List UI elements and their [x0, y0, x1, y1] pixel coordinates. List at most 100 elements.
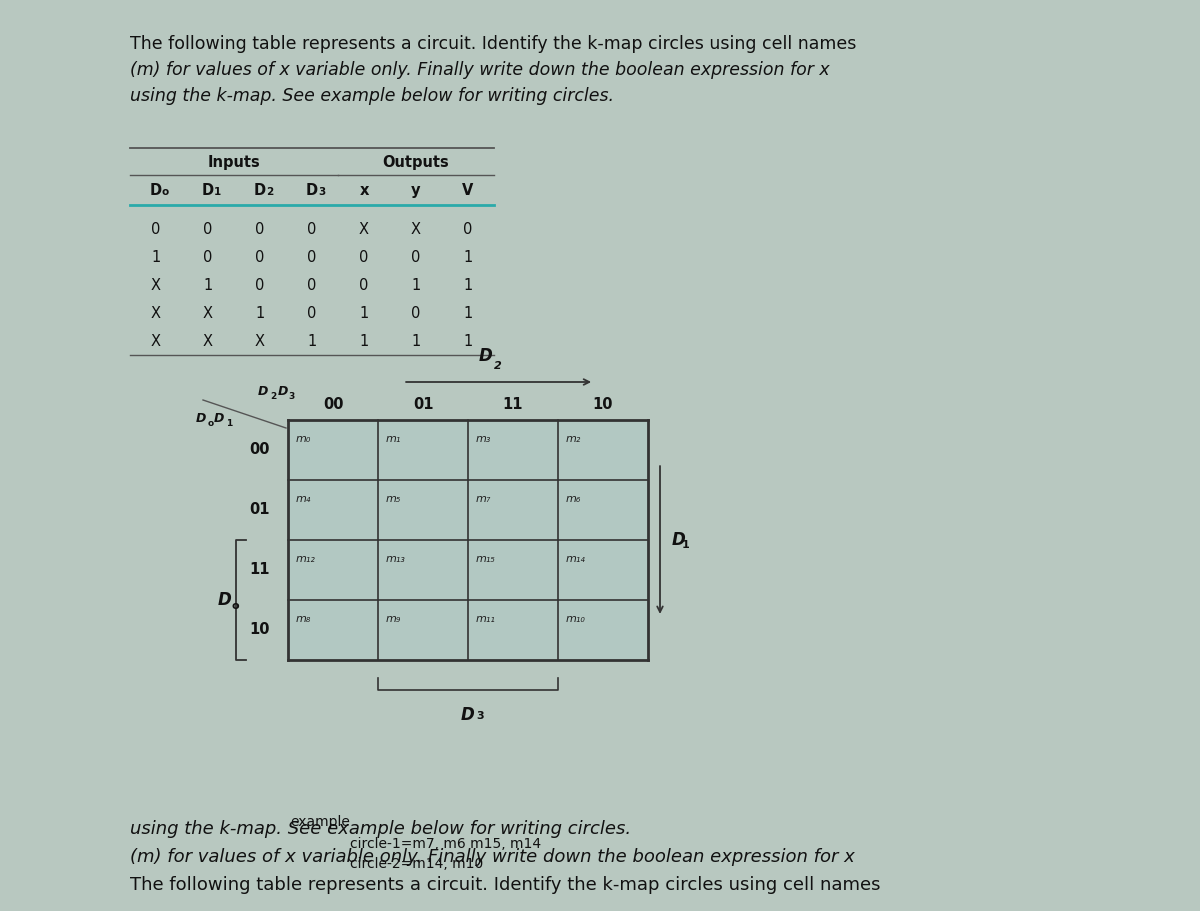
Text: D: D — [196, 412, 206, 425]
Text: 1: 1 — [151, 250, 161, 264]
Text: 0: 0 — [256, 250, 265, 264]
Text: (m) for values of x variable only. Finally write down the boolean expression for: (m) for values of x variable only. Final… — [130, 848, 854, 866]
Bar — [288, 420, 378, 480]
Text: 1: 1 — [307, 333, 317, 349]
Bar — [558, 420, 648, 480]
Text: 3: 3 — [288, 392, 294, 401]
Text: 0: 0 — [307, 221, 317, 237]
Text: 1: 1 — [463, 305, 473, 321]
Text: using the k-map. See example below for writing circles.: using the k-map. See example below for w… — [130, 820, 631, 838]
Text: o: o — [208, 419, 214, 428]
Text: 1: 1 — [359, 305, 368, 321]
Text: 0: 0 — [151, 221, 161, 237]
Text: X: X — [203, 305, 214, 321]
Bar — [378, 480, 468, 540]
Bar — [378, 600, 468, 660]
Text: m₃: m₃ — [476, 434, 491, 444]
Text: 00: 00 — [323, 397, 343, 412]
Text: 1: 1 — [412, 333, 421, 349]
Bar — [378, 540, 468, 600]
Text: 1: 1 — [359, 333, 368, 349]
Text: m₁₂: m₁₂ — [296, 554, 316, 564]
Text: The following table represents a circuit. Identify the k-map circles using cell : The following table represents a circuit… — [130, 876, 881, 894]
Text: 0: 0 — [256, 221, 265, 237]
Text: m₁₀: m₁₀ — [566, 614, 586, 624]
Bar — [468, 420, 558, 480]
Text: 01: 01 — [413, 397, 433, 412]
Text: o: o — [232, 601, 239, 611]
Text: m₈: m₈ — [296, 614, 311, 624]
Text: m₂: m₂ — [566, 434, 581, 444]
Text: 10: 10 — [593, 397, 613, 412]
Text: The following table represents a circuit. Identify the k-map circles using cell : The following table represents a circuit… — [130, 35, 857, 53]
Text: D: D — [214, 412, 224, 425]
Text: X: X — [256, 333, 265, 349]
Text: 1: 1 — [463, 250, 473, 264]
Text: y: y — [412, 183, 421, 198]
Bar — [288, 480, 378, 540]
Text: 2: 2 — [270, 392, 276, 401]
Text: D: D — [258, 385, 269, 398]
Bar — [558, 540, 648, 600]
Text: D: D — [278, 385, 288, 398]
Text: 0: 0 — [256, 278, 265, 292]
Text: 0: 0 — [307, 250, 317, 264]
Text: circle-1=m7, m6 m15, m14: circle-1=m7, m6 m15, m14 — [350, 837, 541, 851]
Text: 01: 01 — [250, 503, 270, 517]
Text: 1: 1 — [203, 278, 212, 292]
Text: m₀: m₀ — [296, 434, 311, 444]
Text: 11: 11 — [503, 397, 523, 412]
Text: m₁: m₁ — [386, 434, 401, 444]
Text: 0: 0 — [307, 305, 317, 321]
Text: m₁₁: m₁₁ — [476, 614, 496, 624]
Text: m₉: m₉ — [386, 614, 401, 624]
Text: X: X — [359, 221, 370, 237]
Text: D: D — [461, 706, 475, 724]
Text: 1: 1 — [214, 187, 221, 197]
Bar — [288, 540, 378, 600]
Text: 0: 0 — [463, 221, 473, 237]
Text: Outputs: Outputs — [383, 155, 449, 170]
Text: m₁₅: m₁₅ — [476, 554, 496, 564]
Bar — [378, 420, 468, 480]
Bar — [468, 600, 558, 660]
Text: m₁₃: m₁₃ — [386, 554, 406, 564]
Text: 0: 0 — [307, 278, 317, 292]
Text: m₆: m₆ — [566, 494, 581, 504]
Text: 2: 2 — [494, 361, 502, 371]
Text: 11: 11 — [250, 562, 270, 578]
Text: D: D — [672, 531, 685, 549]
Text: m₁₄: m₁₄ — [566, 554, 586, 564]
Text: m₇: m₇ — [476, 494, 491, 504]
Bar — [288, 600, 378, 660]
Text: example: example — [290, 815, 350, 829]
Text: 3: 3 — [318, 187, 325, 197]
Text: 1: 1 — [463, 278, 473, 292]
Text: X: X — [151, 278, 161, 292]
Text: Inputs: Inputs — [208, 155, 260, 170]
Text: V: V — [462, 183, 474, 198]
Text: D: D — [202, 183, 214, 198]
Bar — [468, 540, 558, 600]
Text: 10: 10 — [250, 622, 270, 638]
Text: 1: 1 — [682, 540, 690, 550]
Bar — [468, 480, 558, 540]
Text: circle-2=m14, m10: circle-2=m14, m10 — [350, 857, 484, 871]
Text: m₄: m₄ — [296, 494, 311, 504]
Text: 2: 2 — [266, 187, 274, 197]
Text: X: X — [410, 221, 421, 237]
Text: 0: 0 — [203, 221, 212, 237]
Text: X: X — [151, 333, 161, 349]
Text: 0: 0 — [359, 278, 368, 292]
Text: (m) for values of x variable only. Finally write down the boolean expression for: (m) for values of x variable only. Final… — [130, 61, 829, 79]
Text: D: D — [479, 347, 493, 365]
Text: using the k-map. See example below for writing circles.: using the k-map. See example below for w… — [130, 87, 614, 105]
Text: D: D — [150, 183, 162, 198]
Text: x: x — [359, 183, 368, 198]
Text: 0: 0 — [412, 305, 421, 321]
Text: X: X — [151, 305, 161, 321]
Text: 1: 1 — [226, 419, 233, 428]
Bar — [558, 600, 648, 660]
Text: m₅: m₅ — [386, 494, 401, 504]
Text: 0: 0 — [412, 250, 421, 264]
